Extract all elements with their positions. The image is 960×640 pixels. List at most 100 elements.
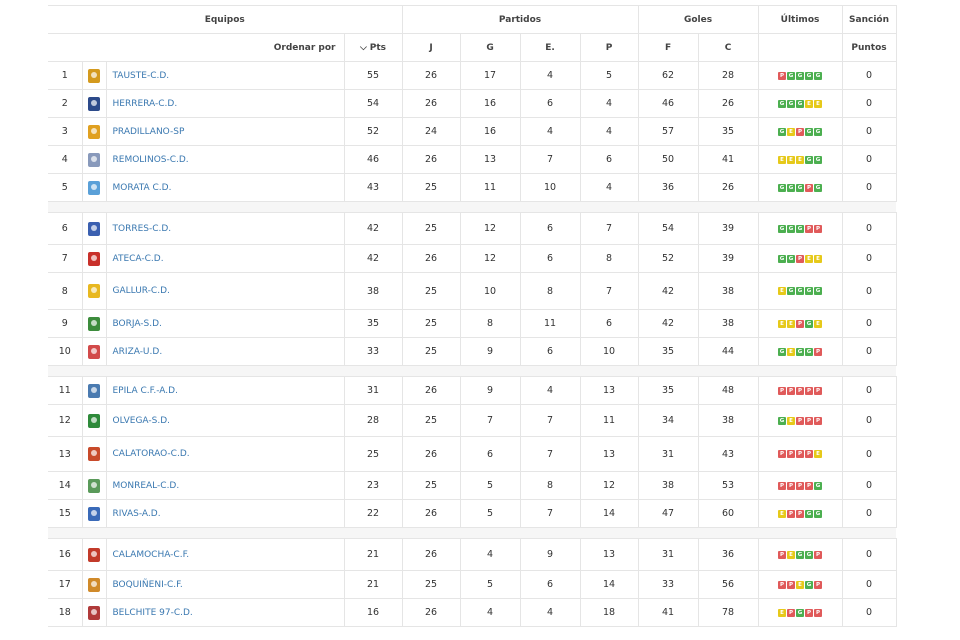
table-row[interactable]: 13 CALATORAO-C.D. 25 26 6 7 13 31 43 P P P P E 0 (48, 436, 897, 472)
table-row[interactable]: 6 TORRES-C.D. 42 25 12 6 7 54 39 G G G P P 0 (48, 212, 897, 245)
table-row[interactable]: 10 ARIZA-U.D. 33 25 9 6 10 35 44 G E G G P 0 (48, 337, 897, 366)
team-name-link[interactable]: REMOLINOS-C.D. (106, 145, 345, 174)
points: 52 (344, 117, 403, 146)
result-badge: P (814, 386, 823, 395)
result-badge: P (805, 386, 814, 395)
team-name-link[interactable]: GALLUR-C.D. (106, 272, 345, 310)
team-name-link[interactable]: RIVAS-A.D. (106, 499, 345, 528)
team-name-link[interactable]: EPILA C.F.-A.D. (106, 376, 345, 405)
team-name-link[interactable]: ARIZA-U.D. (106, 337, 345, 366)
shield-icon (88, 152, 100, 167)
shield-icon (88, 506, 100, 521)
team-name-link[interactable]: CALATORAO-C.D. (106, 436, 345, 472)
played: 25 (402, 337, 461, 366)
team-crest-cell (82, 89, 107, 118)
points: 16 (344, 598, 403, 627)
col-c[interactable]: C (698, 33, 759, 62)
result-badge: P (805, 224, 814, 233)
result-badge: P (787, 386, 796, 395)
col-g[interactable]: G (460, 33, 521, 62)
position: 9 (48, 309, 83, 338)
played: 26 (402, 538, 461, 571)
team-name-link[interactable]: BORJA-S.D. (106, 309, 345, 338)
team-name-link[interactable]: ATECA-C.D. (106, 244, 345, 273)
team-name-link[interactable]: MORATA C.D. (106, 173, 345, 202)
table-row[interactable]: 18 BELCHITE 97-C.D. 16 26 4 4 18 41 78 E P G P P 0 (48, 598, 897, 627)
header-row-groups: Equipos Partidos Goles Últimos Sanción (48, 5, 897, 34)
goals-against: 60 (698, 499, 759, 528)
result-badge: G (778, 416, 787, 425)
result-badge: G (796, 550, 805, 559)
table-row[interactable]: 9 BORJA-S.D. 35 25 8 11 6 42 38 E E P G E 0 (48, 309, 897, 338)
result-badge: P (778, 450, 787, 458)
table-row[interactable]: 12 OLVEGA-S.D. 28 25 7 7 11 34 38 G E P P P 0 (48, 404, 897, 437)
points: 42 (344, 212, 403, 245)
table-row[interactable]: 17 BOQUIÑENI-C.F. 21 25 5 6 14 33 56 P P E G P 0 (48, 570, 897, 599)
team-name-link[interactable]: PRADILLANO-SP (106, 117, 345, 146)
result-badge: G (805, 347, 814, 356)
col-p[interactable]: P (580, 33, 639, 62)
goals-for: 42 (638, 272, 699, 310)
played: 24 (402, 117, 461, 146)
drawn: 7 (520, 145, 581, 174)
sanction-points: 0 (842, 212, 897, 245)
table-row[interactable]: 4 REMOLINOS-C.D. 46 26 13 7 6 50 41 E E E G G 0 (48, 145, 897, 174)
table-row[interactable]: 7 ATECA-C.D. 42 26 12 6 8 52 39 G G P E E 0 (48, 244, 897, 273)
team-crest-cell (82, 117, 107, 146)
result-badge: G (787, 99, 796, 108)
team-name-link[interactable]: BOQUIÑENI-C.F. (106, 570, 345, 599)
result-badge: P (814, 347, 823, 356)
played: 26 (402, 436, 461, 472)
result-badge: P (805, 481, 814, 490)
table-row[interactable]: 5 MORATA C.D. 43 25 11 10 4 36 26 G G G P G 0 (48, 173, 897, 202)
table-row[interactable]: 16 CALAMOCHA-C.F. 21 26 4 9 13 31 36 P E G G P 0 (48, 538, 897, 571)
lost: 14 (580, 570, 639, 599)
col-j[interactable]: J (402, 33, 461, 62)
position: 2 (48, 89, 83, 118)
table-row[interactable]: 1 TAUSTE-C.D. 55 26 17 4 5 62 28 P G G G G 0 (48, 61, 897, 90)
goals-for: 47 (638, 499, 699, 528)
table-row[interactable]: 3 PRADILLANO-SP 52 24 16 4 4 57 35 G E P G G 0 (48, 117, 897, 146)
table-row[interactable]: 11 EPILA C.F.-A.D. 31 26 9 4 13 35 48 P P P P P 0 (48, 376, 897, 405)
team-name-link[interactable]: TORRES-C.D. (106, 212, 345, 245)
goals-for: 34 (638, 404, 699, 437)
shield-icon (88, 413, 100, 428)
goals-for: 50 (638, 145, 699, 174)
team-name-link[interactable]: HERRERA-C.D. (106, 89, 345, 118)
result-badge: P (796, 509, 805, 518)
table-row[interactable]: 15 RIVAS-A.D. 22 26 5 7 14 47 60 E P P G G 0 (48, 499, 897, 528)
table-row[interactable]: 14 MONREAL-C.D. 23 25 5 8 12 38 53 P P P P G 0 (48, 471, 897, 500)
shield-icon (88, 447, 100, 461)
goals-for: 46 (638, 89, 699, 118)
table-row[interactable]: 8 GALLUR-C.D. 38 25 10 8 7 42 38 E G G G G 0 (48, 272, 897, 310)
points: 55 (344, 61, 403, 90)
team-name-link[interactable]: OLVEGA-S.D. (106, 404, 345, 437)
team-crest-cell (82, 337, 107, 366)
lost: 5 (580, 61, 639, 90)
sort-pts-button[interactable]: ⌵ Pts (344, 33, 403, 62)
result-badge: E (787, 319, 796, 328)
position: 14 (48, 471, 83, 500)
position: 8 (48, 272, 83, 310)
played: 25 (402, 404, 461, 437)
col-e[interactable]: E. (520, 33, 581, 62)
result-badge: G (805, 550, 814, 559)
team-name-link[interactable]: TAUSTE-C.D. (106, 61, 345, 90)
team-name-link[interactable]: MONREAL-C.D. (106, 471, 345, 500)
result-badge: G (796, 224, 805, 233)
result-badge: E (787, 127, 796, 136)
team-name-link[interactable]: BELCHITE 97-C.D. (106, 598, 345, 627)
team-name-link[interactable]: CALAMOCHA-C.F. (106, 538, 345, 571)
points: 33 (344, 337, 403, 366)
result-badge: P (787, 481, 796, 490)
col-f[interactable]: F (638, 33, 699, 62)
table-row[interactable]: 2 HERRERA-C.D. 54 26 16 6 4 46 26 G G G E E 0 (48, 89, 897, 118)
goals-for: 62 (638, 61, 699, 90)
